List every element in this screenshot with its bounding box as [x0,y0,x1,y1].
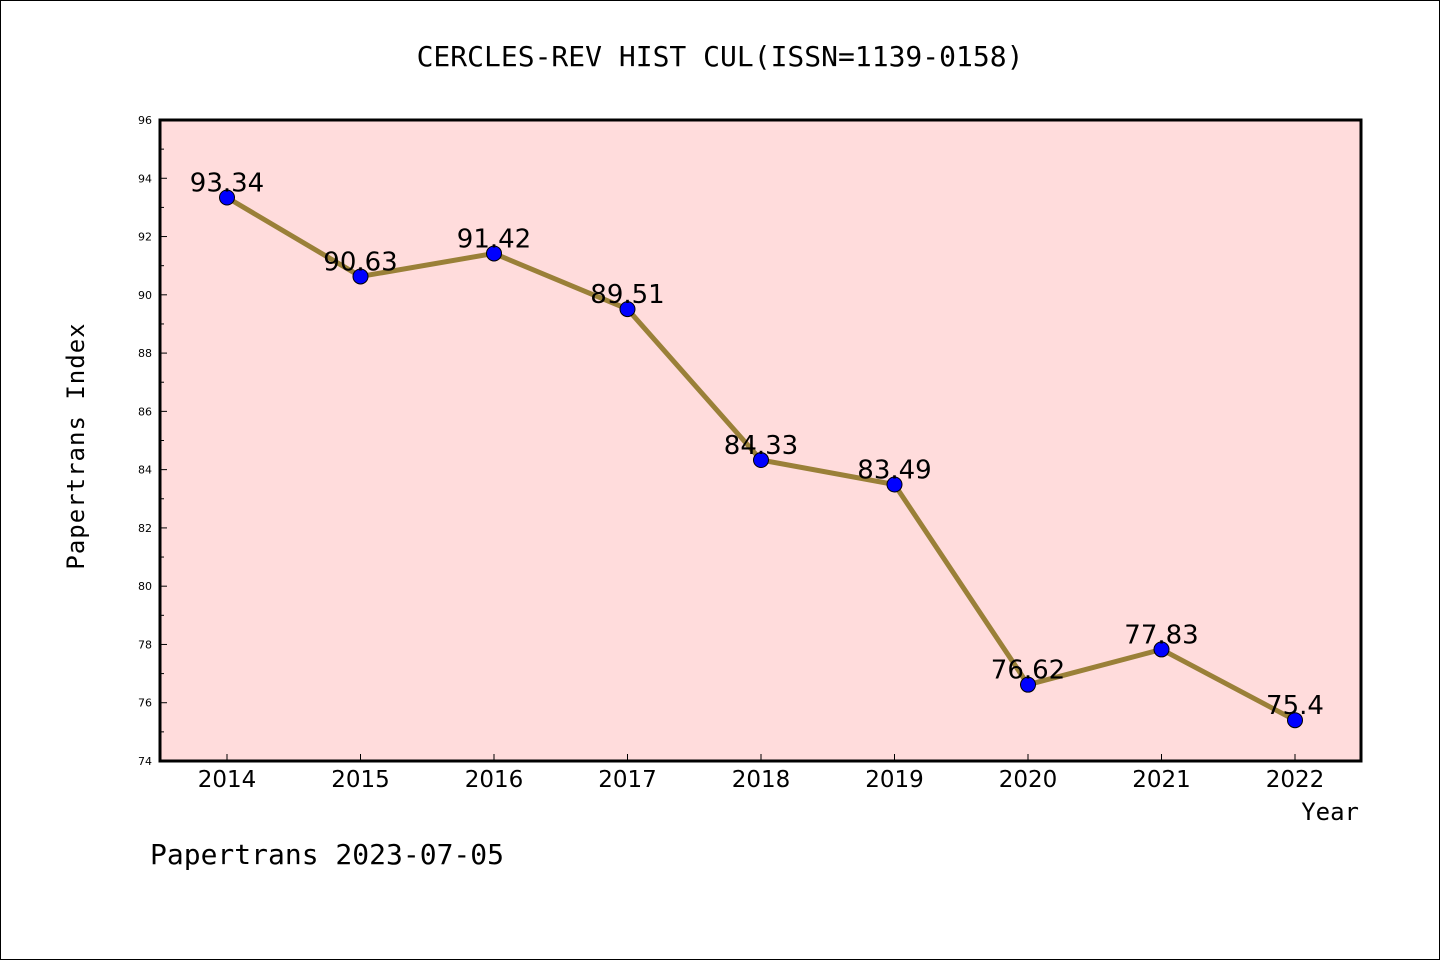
x-tick-label: 2017 [598,767,657,793]
x-tick-label: 2015 [331,767,390,793]
data-points [219,189,1303,729]
data-point [619,301,636,318]
data-label: 93.34 [190,169,264,199]
data-point [1020,676,1036,693]
y-axis-label: Papertrans Index [62,322,90,569]
data-label: 90.63 [323,247,397,277]
y-tick-label: 74 [138,755,152,768]
x-tick-label: 2014 [198,767,257,793]
y-tick-label: 86 [138,405,152,418]
x-tick-label: 2020 [999,767,1058,793]
footer-text: Papertrans 2023-07-05 [150,838,504,871]
data-label: 91.42 [457,224,531,254]
y-tick-label: 78 [138,638,152,651]
y-tick-label: 82 [138,522,152,535]
y-tick-label: 88 [138,347,152,360]
data-point [886,476,903,493]
data-labels: 93.34 90.63 91.42 89.51 84.33 83.49 76.62 77.83… [190,169,1324,722]
y-tick-label: 92 [138,231,152,244]
y-tick-label: 80 [138,580,152,593]
x-axis-label: Year [1301,798,1359,826]
y-tick-label: 90 [138,289,152,302]
y-tick-label: 76 [138,697,152,710]
data-label: 84.33 [724,431,798,461]
x-tick-label: 2016 [465,767,524,793]
x-tick-label: 2018 [732,767,791,793]
y-tick-label: 84 [138,464,152,477]
data-label: 83.49 [857,455,931,485]
x-tick-label: 2022 [1266,767,1325,793]
data-point [352,268,369,285]
data-label: 75.4 [1266,691,1324,721]
data-point [1153,641,1170,658]
x-tick-label: 2021 [1132,767,1191,793]
data-label: 89.51 [590,280,664,310]
y-tick-label: 96 [138,114,152,127]
data-label: 76.62 [991,656,1065,686]
chart-title: CERCLES-REV HIST CUL(ISSN=1139-0158) [417,40,1024,73]
data-point [753,452,769,469]
x-axis: 2014 2015 2016 2017 2018 2019 2020 2021 2022 [198,754,1325,793]
data-label: 77.83 [1124,620,1198,650]
data-point [1287,712,1303,729]
data-point [486,245,502,262]
y-axis: 74 76 78 80 82 84 86 88 90 92 94 96 [138,114,167,768]
data-point [219,189,235,206]
x-tick-label: 2019 [865,767,924,793]
y-tick-label: 94 [138,172,152,185]
